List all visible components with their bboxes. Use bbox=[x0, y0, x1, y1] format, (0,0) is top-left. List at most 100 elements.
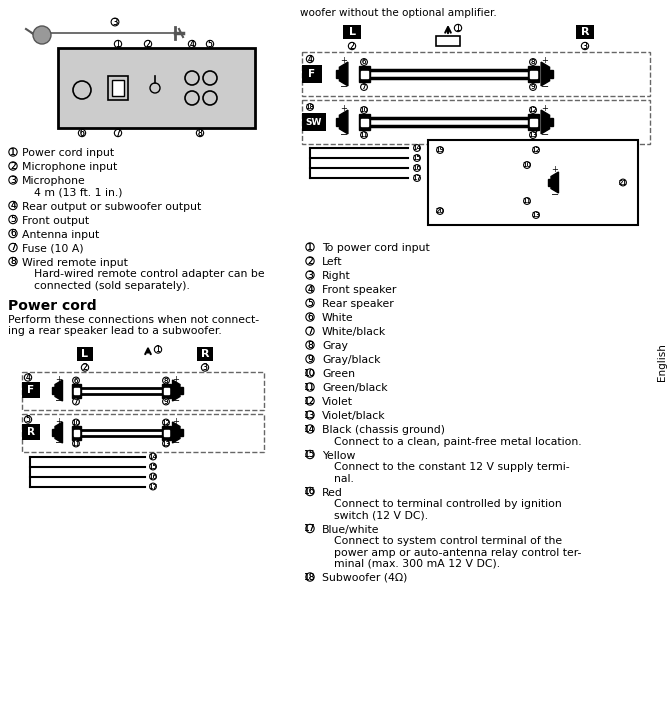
Circle shape bbox=[162, 377, 170, 384]
Circle shape bbox=[306, 313, 314, 321]
Text: 9: 9 bbox=[307, 355, 313, 363]
Text: 7: 7 bbox=[73, 399, 78, 405]
Text: 14: 14 bbox=[148, 454, 158, 460]
Text: Rear speaker: Rear speaker bbox=[322, 299, 393, 309]
Text: 6: 6 bbox=[79, 128, 84, 138]
Text: 11: 11 bbox=[522, 198, 532, 204]
Bar bbox=[336, 117, 339, 126]
Text: Gray: Gray bbox=[322, 341, 348, 351]
Circle shape bbox=[437, 207, 444, 215]
Text: 6: 6 bbox=[73, 378, 78, 384]
Text: 21: 21 bbox=[619, 180, 627, 186]
Text: woofer without the optional amplifier.: woofer without the optional amplifier. bbox=[300, 8, 497, 18]
Circle shape bbox=[413, 165, 420, 171]
Text: 7: 7 bbox=[10, 243, 16, 252]
Text: 8: 8 bbox=[198, 128, 202, 138]
Bar bbox=[77, 347, 93, 360]
Circle shape bbox=[413, 154, 420, 162]
Text: 17: 17 bbox=[304, 524, 316, 533]
Text: 1: 1 bbox=[156, 345, 160, 354]
Text: 1: 1 bbox=[10, 147, 16, 157]
Polygon shape bbox=[172, 380, 180, 401]
Bar bbox=[428, 140, 638, 225]
Text: 4: 4 bbox=[25, 373, 31, 382]
Text: connected (sold separately).: connected (sold separately). bbox=[34, 281, 190, 291]
Text: 14: 14 bbox=[148, 454, 158, 460]
Text: 3: 3 bbox=[112, 17, 118, 27]
Text: 5: 5 bbox=[208, 39, 212, 49]
Text: L: L bbox=[349, 27, 355, 37]
Text: Microphone: Microphone bbox=[22, 176, 86, 186]
Text: 10: 10 bbox=[522, 162, 532, 168]
Text: Yellow: Yellow bbox=[322, 450, 355, 460]
Circle shape bbox=[78, 129, 86, 136]
Text: 1: 1 bbox=[116, 39, 120, 49]
Text: 15: 15 bbox=[304, 450, 316, 459]
Text: 17: 17 bbox=[413, 175, 422, 181]
Bar bbox=[52, 386, 55, 394]
Text: 14: 14 bbox=[305, 425, 316, 434]
Circle shape bbox=[24, 416, 31, 423]
Text: 15: 15 bbox=[148, 463, 158, 470]
Circle shape bbox=[9, 257, 17, 265]
Text: 3: 3 bbox=[307, 270, 313, 280]
Bar bbox=[180, 428, 183, 436]
Text: 16: 16 bbox=[304, 487, 316, 496]
Text: 17: 17 bbox=[148, 484, 158, 489]
Bar bbox=[550, 117, 553, 126]
Text: 6: 6 bbox=[362, 59, 366, 65]
Text: 12: 12 bbox=[162, 420, 170, 426]
Text: Green: Green bbox=[322, 369, 355, 379]
Circle shape bbox=[361, 107, 367, 113]
Circle shape bbox=[73, 398, 79, 405]
Circle shape bbox=[306, 285, 314, 293]
Text: 2: 2 bbox=[146, 39, 150, 49]
Text: −: − bbox=[340, 130, 348, 140]
Text: 18: 18 bbox=[305, 104, 315, 110]
Bar bbox=[162, 384, 171, 397]
Text: 16: 16 bbox=[148, 473, 158, 479]
Text: 6: 6 bbox=[73, 378, 78, 384]
Text: ing a rear speaker lead to a subwoofer.: ing a rear speaker lead to a subwoofer. bbox=[8, 326, 222, 336]
Text: 10: 10 bbox=[304, 368, 316, 378]
Text: Power cord input: Power cord input bbox=[22, 148, 114, 158]
Text: Black (chassis ground): Black (chassis ground) bbox=[322, 425, 445, 435]
Text: 5: 5 bbox=[10, 215, 16, 224]
Bar bbox=[550, 70, 553, 78]
Circle shape bbox=[203, 91, 217, 105]
Text: 7: 7 bbox=[73, 399, 78, 405]
Text: 15: 15 bbox=[304, 450, 316, 459]
Circle shape bbox=[306, 341, 314, 349]
Text: 4: 4 bbox=[307, 54, 313, 64]
Text: 4: 4 bbox=[190, 39, 194, 49]
Text: −: − bbox=[541, 82, 549, 92]
Text: −: − bbox=[172, 396, 180, 405]
Circle shape bbox=[185, 91, 199, 105]
Text: 5: 5 bbox=[25, 415, 31, 424]
Circle shape bbox=[306, 299, 314, 307]
Text: 9: 9 bbox=[307, 355, 313, 363]
Text: +: + bbox=[172, 417, 180, 426]
Text: 14: 14 bbox=[413, 145, 422, 151]
Text: 16: 16 bbox=[413, 165, 422, 171]
Circle shape bbox=[530, 132, 536, 138]
Circle shape bbox=[530, 83, 536, 91]
Circle shape bbox=[437, 146, 444, 154]
Text: 18: 18 bbox=[304, 573, 316, 581]
Text: L: L bbox=[81, 349, 88, 358]
Text: F: F bbox=[27, 384, 35, 394]
Circle shape bbox=[9, 162, 17, 170]
Text: 8: 8 bbox=[164, 378, 168, 384]
Text: 1: 1 bbox=[10, 147, 16, 157]
Circle shape bbox=[306, 271, 314, 279]
Circle shape bbox=[114, 41, 122, 48]
Circle shape bbox=[361, 132, 367, 138]
Text: 12: 12 bbox=[305, 397, 316, 405]
Text: 10: 10 bbox=[359, 107, 369, 113]
Circle shape bbox=[530, 107, 536, 113]
Text: 3: 3 bbox=[112, 17, 118, 27]
Text: Left: Left bbox=[322, 257, 343, 267]
Circle shape bbox=[413, 144, 420, 152]
Bar bbox=[361, 71, 368, 78]
Circle shape bbox=[9, 176, 17, 184]
